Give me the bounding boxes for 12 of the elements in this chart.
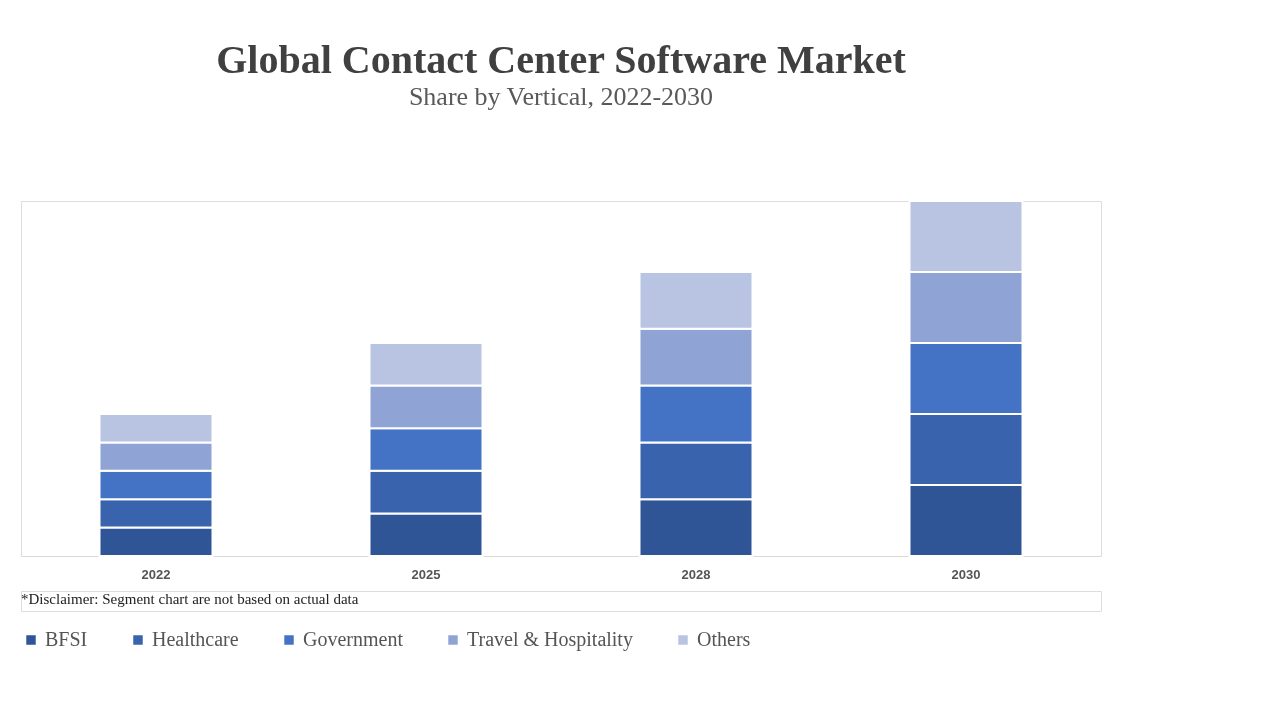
legend-label: BFSI [45,628,88,650]
chart-subtitle: Share by Vertical, 2022-2030 [408,82,714,111]
chart-title: Global Contact Center Software Market [216,37,907,82]
x-tick-label: 2030 [951,566,981,582]
x-tick-label: 2022 [141,566,171,582]
legend-label: Travel & Hospitality [467,628,633,651]
x-tick-label: 2028 [681,566,711,582]
x-tick-label: 2025 [411,566,441,582]
legend-label: Others [697,628,751,650]
legend-label: Government [303,628,404,650]
legend-label: Healthcare [152,628,239,650]
text: *Disclaimer: Segment chart are not based on actual data [21,591,359,607]
